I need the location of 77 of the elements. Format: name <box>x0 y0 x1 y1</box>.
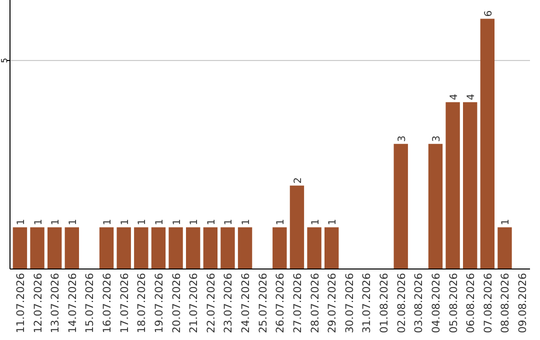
x-tick-label: 03.08.2026 <box>413 272 426 334</box>
x-tick-label: 17.07.2026 <box>118 272 131 334</box>
bar <box>480 18 495 269</box>
x-tick-label: 21.07.2026 <box>188 272 200 334</box>
x-tick-label: 01.08.2026 <box>378 272 391 334</box>
bar <box>272 227 287 269</box>
x-tick-label: 13.07.2026 <box>50 272 62 334</box>
bar <box>220 227 235 269</box>
bar <box>134 227 148 269</box>
data-label: 1 <box>137 218 148 226</box>
y-tick-label: 5 <box>0 58 9 64</box>
bar <box>151 227 166 269</box>
x-tick-label: 20.07.2026 <box>170 272 183 334</box>
x-tick-label: 19.07.2026 <box>153 272 166 334</box>
x-tick-label: 12.07.2026 <box>32 272 44 334</box>
bar <box>463 102 478 269</box>
data-label: 1 <box>206 218 218 226</box>
x-tick-label: 11.07.2026 <box>14 272 27 334</box>
data-label: 1 <box>276 218 287 226</box>
data-label: 1 <box>328 218 339 226</box>
data-label: 1 <box>172 218 183 226</box>
bar <box>47 227 62 269</box>
data-label: 1 <box>102 218 114 226</box>
x-tick-label: 07.08.2026 <box>482 272 494 334</box>
x-tick-label: 25.07.2026 <box>257 272 270 334</box>
bar <box>290 186 304 269</box>
data-label: 1 <box>310 218 322 226</box>
data-label: 6 <box>483 10 494 17</box>
x-tick-label: 06.08.2026 <box>465 272 478 334</box>
bar <box>394 144 408 269</box>
bar <box>99 227 114 269</box>
bar <box>30 227 44 269</box>
bar <box>324 227 339 269</box>
x-tick-label: 26.07.2026 <box>274 272 287 334</box>
data-label: 1 <box>500 218 512 226</box>
data-label: 4 <box>448 94 460 100</box>
bar <box>498 227 512 269</box>
x-tick-label: 22.07.2026 <box>205 272 218 334</box>
data-label: 4 <box>466 94 478 100</box>
data-label: 2 <box>292 177 304 184</box>
bar <box>168 227 183 269</box>
x-tick-label: 24.07.2026 <box>240 272 252 334</box>
x-tick-label: 14.07.2026 <box>66 272 79 334</box>
x-tick-label: 02.08.2026 <box>396 272 408 334</box>
data-label: 1 <box>189 218 200 226</box>
data-label: 1 <box>241 218 252 226</box>
bar <box>428 144 443 269</box>
x-tick-label: 08.08.2026 <box>500 272 512 334</box>
bar <box>203 227 218 269</box>
x-tick-label: 04.08.2026 <box>430 272 442 334</box>
data-label: 3 <box>396 136 408 142</box>
x-tick-label: 31.07.2026 <box>361 272 374 334</box>
bar <box>116 227 131 269</box>
x-tick-label: 09.08.2026 <box>517 272 530 334</box>
bar <box>186 227 200 269</box>
data-label: 1 <box>120 218 131 226</box>
data-label: 1 <box>33 218 44 226</box>
data-label: 1 <box>154 218 166 226</box>
x-tick-label: 05.08.2026 <box>448 272 460 334</box>
x-tick-label: 29.07.2026 <box>326 272 339 334</box>
data-label: 3 <box>431 136 442 142</box>
bar <box>307 227 322 269</box>
data-label: 1 <box>16 218 27 226</box>
data-label: 1 <box>224 218 235 226</box>
bar <box>64 227 79 269</box>
bar <box>12 227 28 269</box>
x-tick-label: 15.07.2026 <box>84 272 96 334</box>
bar <box>446 102 460 269</box>
x-tick-label: 27.07.2026 <box>292 272 304 334</box>
x-tick-label: 16.07.2026 <box>102 272 114 334</box>
data-label: 1 <box>68 218 79 226</box>
x-tick-label: 30.07.2026 <box>344 272 356 334</box>
data-label: 1 <box>50 218 62 226</box>
x-tick-label: 23.07.2026 <box>222 272 235 334</box>
x-tick-label: 18.07.2026 <box>136 272 148 334</box>
x-tick-label: 28.07.2026 <box>309 272 322 334</box>
bar <box>238 227 252 269</box>
